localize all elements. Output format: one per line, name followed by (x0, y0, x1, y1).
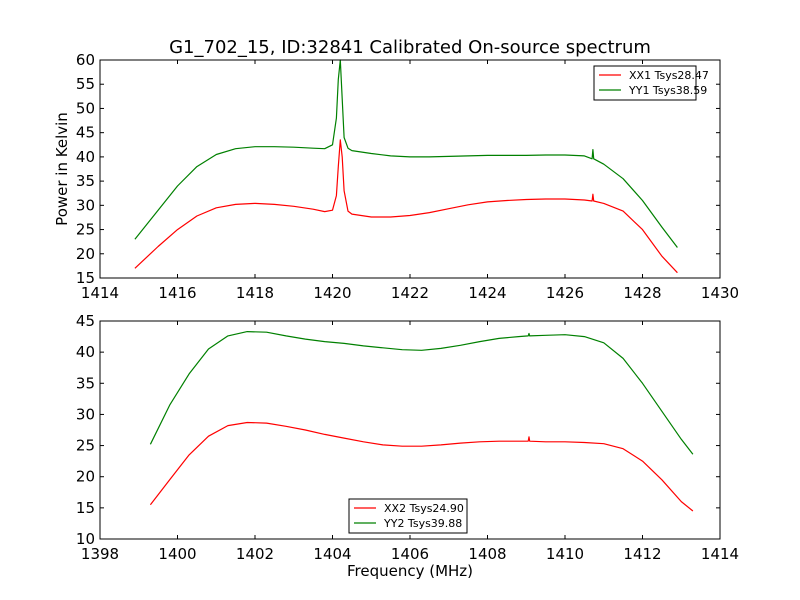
x-tick-label: 1412 (623, 545, 661, 563)
legend-entry: XX2 Tsys24.90 (384, 502, 464, 515)
legend-box (348, 498, 468, 534)
y-tick-label: 25 (76, 437, 95, 455)
y-tick-label: 15 (76, 269, 95, 287)
y-tick-label: 10 (76, 530, 95, 548)
y-tick-label: 55 (76, 75, 95, 93)
series-line-xx2 (149, 421, 694, 512)
x-tick-label: 1420 (313, 284, 351, 302)
x-tick-label: 1424 (468, 284, 506, 302)
series-line-yy1 (134, 59, 678, 248)
x-tick-label: 1408 (468, 545, 506, 563)
chart-title: G1_702_15, ID:32841 Calibrated On-source… (169, 37, 651, 58)
x-tick-label: 1414 (701, 545, 739, 563)
x-tick-label: 1422 (391, 284, 429, 302)
y-tick-label: 40 (76, 148, 95, 166)
bottom-subplot: 1398 1400 1402 1404 1406 1408 1410 1412 1414 10 15… (76, 312, 739, 580)
y-tick-label: 25 (76, 221, 95, 239)
series-line-yy2 (149, 331, 694, 455)
x-tick-label: 1426 (546, 284, 584, 302)
legend-entry: XX1 Tsys28.47 (629, 69, 709, 82)
y-tick-label: 60 (76, 51, 95, 69)
x-tick-label: 1410 (546, 545, 584, 563)
top-subplot: 1414 1416 1418 1420 1422 1424 1426 1428 1430 15 20… (53, 51, 739, 302)
y-tick-label: 20 (76, 245, 95, 263)
x-tick-label: 1398 (81, 545, 119, 563)
x-tick-label: 1400 (158, 545, 196, 563)
y-tick-label: 30 (76, 405, 95, 423)
x-tick-label: 1416 (158, 284, 196, 302)
y-tick-label: 40 (76, 343, 95, 361)
legend-entry: YY1 Tsys38.59 (628, 84, 707, 97)
x-tick-label: 1404 (313, 545, 351, 563)
y-axis-label: Power in Kelvin (53, 112, 71, 226)
legend-entry: YY2 Tsys39.88 (383, 517, 462, 530)
y-tick-label: 20 (76, 468, 95, 486)
y-tick-label: 15 (76, 499, 95, 517)
x-axis-label: Frequency (MHz) (347, 562, 473, 580)
x-tick-label: 1414 (81, 284, 119, 302)
y-tick-label: 35 (76, 172, 95, 190)
y-tick-label: 45 (76, 124, 95, 142)
legend-box (593, 65, 697, 101)
x-tick-label: 1402 (236, 545, 274, 563)
x-tick-label: 1418 (236, 284, 274, 302)
x-tick-label: 1428 (623, 284, 661, 302)
y-tick-label: 30 (76, 196, 95, 214)
y-tick-label: 35 (76, 374, 95, 392)
y-tick-label: 45 (76, 312, 95, 330)
x-tick-label: 1406 (391, 545, 429, 563)
x-tick-label: 1430 (701, 284, 739, 302)
series-line-xx1 (134, 139, 678, 274)
y-tick-label: 50 (76, 99, 95, 117)
